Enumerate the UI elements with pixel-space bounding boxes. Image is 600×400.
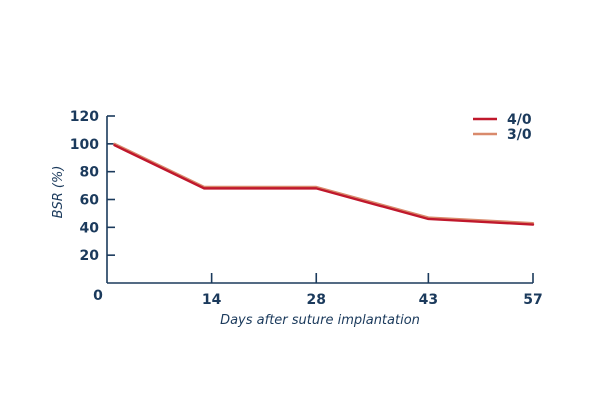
legend-label: 3/0 — [507, 127, 532, 143]
series-line-3-0 — [113, 142, 535, 225]
legend: 4/03/0 — [473, 112, 532, 143]
x-tick-label: 14 — [202, 292, 222, 308]
x-axis-title: Days after suture implantation — [220, 313, 420, 328]
x-tick-label: 28 — [307, 292, 326, 308]
x-tick-label: 43 — [419, 292, 438, 308]
y-tick-label: 80 — [80, 165, 100, 181]
y-tick-label: 40 — [80, 220, 100, 236]
x-tick-label: 57 — [523, 292, 542, 308]
series-line-4-0 — [113, 144, 535, 226]
y-axis-title: BSR (%) — [51, 166, 66, 219]
axes — [106, 116, 533, 284]
series-lines — [113, 142, 535, 226]
y-tick-label: 100 — [70, 137, 99, 153]
legend-label: 4/0 — [507, 112, 532, 128]
x-tick-label: 0 — [93, 288, 103, 304]
y-tick-label: 20 — [80, 248, 100, 264]
y-tick-label: 120 — [70, 109, 99, 125]
y-ticks: 20 40 60 80 100 120 — [70, 109, 115, 264]
x-ticks: 0 14 28 43 57 — [93, 273, 543, 308]
y-tick-label: 60 — [80, 193, 100, 209]
